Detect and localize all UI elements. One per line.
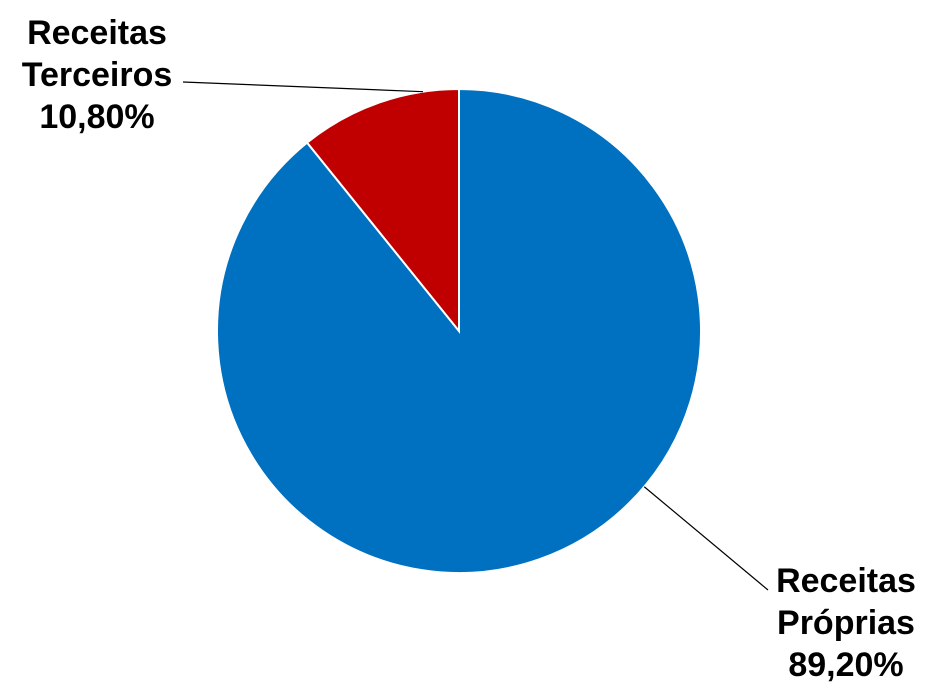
pie-slices (216, 87, 702, 574)
slice-label-line-1: Receitas (776, 562, 916, 600)
slice-label-receitas-terceiros: Receitas Terceiros 10,80% (22, 14, 173, 136)
leader-line-2 (182, 81, 424, 93)
leader-line-1 (643, 486, 769, 591)
slice-label-line-1: Receitas (27, 14, 167, 52)
slice-label-line-2: Terceiros (22, 56, 173, 94)
pie-slice-2 (305, 87, 460, 334)
slice-value-label: 89,20% (788, 646, 903, 683)
slice-value-label: 10,80% (39, 98, 154, 136)
slice-label-receitas-proprias: Receitas Próprias 89,20% (776, 562, 916, 683)
slice-label-line-2: Próprias (777, 604, 915, 642)
leader-lines (182, 81, 769, 591)
